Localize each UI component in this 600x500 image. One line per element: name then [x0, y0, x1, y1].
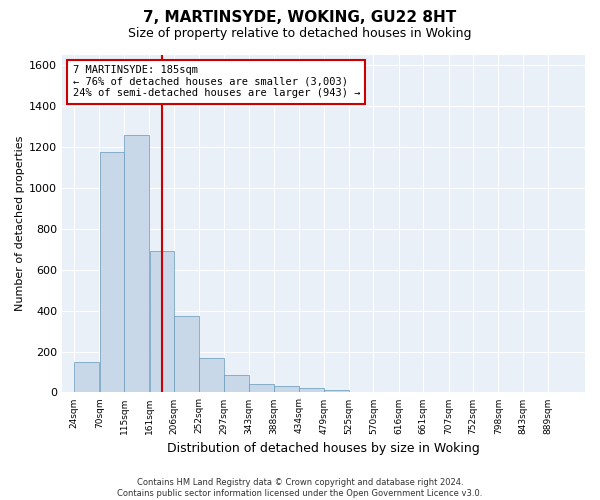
- Text: Contains HM Land Registry data © Crown copyright and database right 2024.
Contai: Contains HM Land Registry data © Crown c…: [118, 478, 482, 498]
- Bar: [100, 152, 124, 392]
- Bar: [199, 358, 224, 392]
- Bar: [149, 252, 174, 392]
- Bar: [74, 362, 99, 392]
- Text: 7 MARTINSYDE: 185sqm
← 76% of detached houses are smaller (3,003)
24% of semi-de: 7 MARTINSYDE: 185sqm ← 76% of detached h…: [73, 65, 360, 98]
- Text: 7, MARTINSYDE, WOKING, GU22 8HT: 7, MARTINSYDE, WOKING, GU22 8HT: [143, 10, 457, 25]
- Bar: [174, 316, 199, 392]
- Bar: [299, 388, 324, 392]
- Bar: [224, 376, 249, 392]
- X-axis label: Distribution of detached houses by size in Woking: Distribution of detached houses by size …: [167, 442, 480, 455]
- Bar: [124, 135, 149, 392]
- Bar: [274, 386, 299, 392]
- Bar: [250, 384, 274, 392]
- Y-axis label: Number of detached properties: Number of detached properties: [15, 136, 25, 312]
- Bar: [324, 390, 349, 392]
- Text: Size of property relative to detached houses in Woking: Size of property relative to detached ho…: [128, 28, 472, 40]
